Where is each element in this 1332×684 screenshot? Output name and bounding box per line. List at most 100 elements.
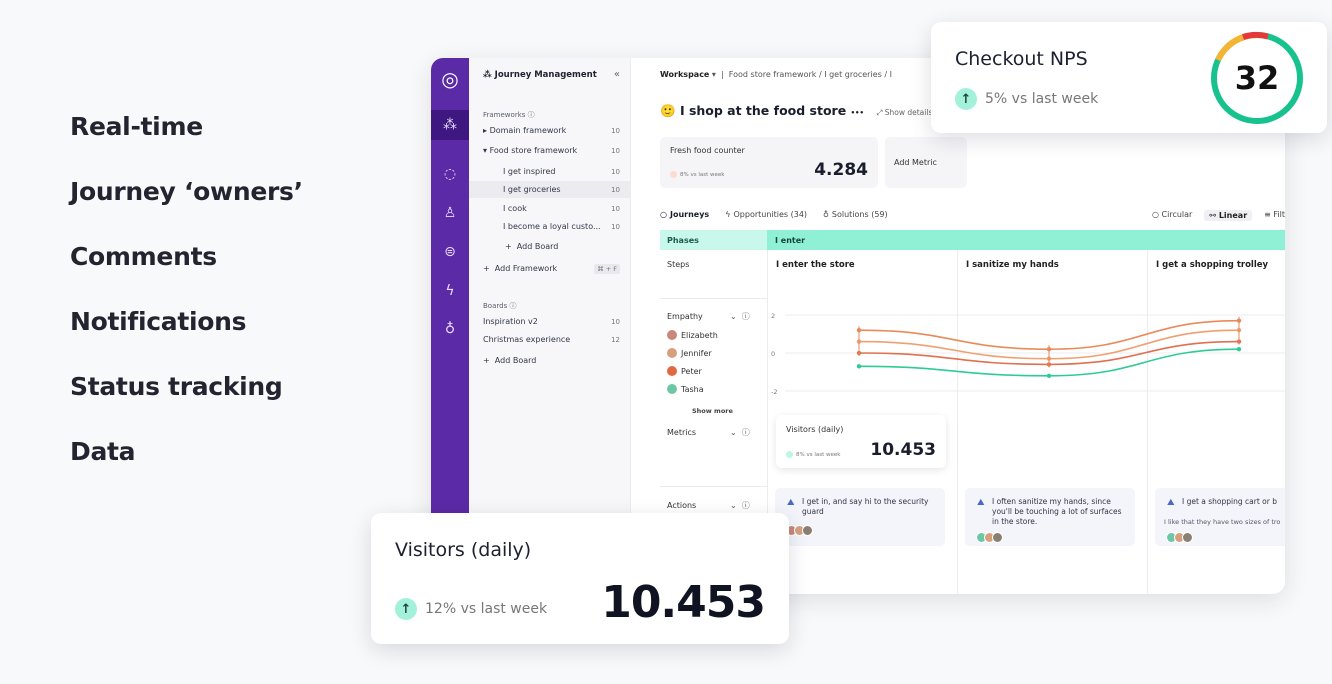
visitors-trend: ↑ 12% vs last week	[395, 598, 547, 620]
actions-label: Actions	[667, 501, 697, 510]
metric-value: 4.284	[814, 160, 868, 180]
action-card[interactable]: ⛰ I often sanitize my hands, since you'l…	[965, 488, 1135, 546]
action-card[interactable]: ⛰ I get in, and say hi to the security g…	[775, 488, 945, 546]
step-title[interactable]: I enter the store	[776, 260, 855, 270]
add-board-button[interactable]: + Add Board	[483, 356, 537, 365]
person-row[interactable]: Peter	[667, 366, 702, 376]
sidebar-item[interactable]: I cook 10	[503, 204, 620, 213]
app-window: ◎ ⁂ ◌ ♙ ⊜ ϟ ♁ ⁂ Journey Management « Fra…	[431, 58, 1285, 594]
metric-sub: 8% vs last week	[786, 451, 840, 458]
icon-rail: ◎ ⁂ ◌ ♙ ⊜ ϟ ♁	[431, 58, 469, 594]
breadcrumb-link[interactable]: I	[889, 70, 892, 79]
avatar	[667, 384, 677, 394]
sidebar-item[interactable]: Christmas experience 12	[483, 335, 620, 344]
empathy-chart: 2 0 -2	[771, 312, 1285, 396]
phase-bar: Phases I enter	[660, 230, 1285, 250]
bulb-icon[interactable]: ♁	[444, 321, 456, 337]
journeys-icon[interactable]: ⁂	[431, 110, 469, 140]
action-text: I often sanitize my hands, since you'll …	[992, 497, 1122, 526]
step-title[interactable]: I get a shopping trolley	[1156, 260, 1269, 270]
divider	[660, 486, 767, 487]
step-column: I sanitize my hands	[957, 250, 1147, 594]
actions-controls[interactable]: ⌄ ⓘ	[730, 501, 750, 510]
add-metric-button[interactable]: Add Metric	[885, 137, 967, 188]
breadcrumb-link[interactable]: Food store framework	[728, 70, 817, 79]
feature-item: Status tracking	[70, 372, 283, 401]
empathy-controls[interactable]: ⌄ ⓘ	[730, 312, 750, 321]
caret-down-icon: ▾	[483, 146, 490, 155]
y-tick-label: -2	[771, 388, 777, 396]
collapse-icon[interactable]: «	[613, 69, 620, 80]
arrow-up-icon: ↑	[955, 88, 977, 110]
view-circular[interactable]: ○ Circular	[1151, 210, 1193, 219]
avatar-group	[976, 532, 1003, 543]
tab-opportunities[interactable]: ϟ Opportunities (34)	[725, 210, 808, 219]
chevron-down-icon: ▾	[709, 70, 719, 79]
feature-item: Journey ‘owners’	[70, 177, 303, 206]
data-point	[856, 364, 862, 369]
metric-label: Visitors (daily)	[786, 425, 844, 434]
sidebar-title: ⁂ Journey Management	[483, 70, 597, 80]
avatar-group	[786, 525, 813, 536]
row-labels: Steps Empathy ⌄ ⓘ Elizabeth Jennifer Pet…	[660, 250, 767, 594]
view-linear[interactable]: ⚯ Linear	[1204, 210, 1253, 221]
sidebar-item[interactable]: ▸ Domain framework 10	[483, 126, 620, 135]
show-details-link[interactable]: ⤢ Show details	[876, 108, 933, 117]
workspace-dropdown[interactable]: Workspace	[660, 70, 710, 79]
caret-right-icon: ▸	[483, 126, 490, 135]
data-point	[1236, 347, 1242, 352]
add-framework-button[interactable]: + Add Framework ⌘ + F	[483, 260, 620, 277]
person-row[interactable]: Jennifer	[667, 348, 712, 358]
data-point	[1046, 373, 1052, 378]
breadcrumb-link[interactable]: I get groceries	[824, 70, 882, 79]
circle-icon: ○	[660, 210, 667, 219]
sidebar-item-selected[interactable]: I get groceries 10	[469, 181, 630, 198]
sidebar-item[interactable]: I get inspired 10	[503, 167, 620, 176]
checkout-nps-card[interactable]: Checkout NPS ↑ 5% vs last week 32	[931, 22, 1327, 133]
filter-button[interactable]: ≡ Filt	[1264, 210, 1285, 219]
tab-journeys[interactable]: ○ Journeys	[660, 210, 710, 219]
sidebar-item[interactable]: ▾ Food store framework 10	[483, 146, 620, 155]
feature-item: Comments	[70, 242, 217, 271]
feature-item: Real-time	[70, 112, 203, 141]
action-card[interactable]: ⛰ I get a shopping cart or b I like that…	[1155, 488, 1285, 546]
frameworks-label: Frameworks ⓘ	[483, 111, 535, 119]
nps-value: 32	[1234, 59, 1280, 97]
metric-label: Fresh food counter	[670, 146, 745, 155]
divider	[660, 298, 767, 299]
visitors-metric-card[interactable]: Visitors (daily) 10.453 8% vs last week	[776, 415, 946, 468]
metrics-label: Metrics	[667, 428, 697, 437]
bolt-icon[interactable]: ϟ	[445, 283, 455, 299]
empathy-label: Empathy	[667, 312, 703, 321]
sidebar-item[interactable]: I become a loyal custo... 10	[503, 222, 620, 231]
stack-icon[interactable]: ⊜	[444, 244, 456, 260]
feature-item: Notifications	[70, 307, 247, 336]
metrics-controls[interactable]: ⌄ ⓘ	[730, 428, 750, 437]
phase-name[interactable]: I enter	[767, 230, 1285, 250]
nps-title: Checkout NPS	[955, 48, 1088, 70]
help-icon[interactable]: ⓘ	[509, 302, 517, 310]
phases-label: Phases	[660, 230, 767, 250]
metric-value: 10.453	[870, 440, 936, 460]
emoji-icon: 🙂	[660, 103, 676, 118]
sidebar-item[interactable]: Inspiration v2 10	[483, 317, 620, 326]
circle-icon[interactable]: ◌	[443, 166, 457, 182]
nps-gauge	[1211, 31, 1303, 124]
action-subtext: I like that they have two sizes of tro	[1164, 518, 1281, 526]
add-board-button[interactable]: + Add Board	[505, 242, 559, 251]
trend-down-icon	[670, 171, 677, 178]
person-row[interactable]: Tasha	[667, 384, 704, 394]
avatar	[667, 366, 677, 376]
visitors-daily-card[interactable]: Visitors (daily) ↑ 12% vs last week 10.45…	[371, 513, 789, 644]
person-icon[interactable]: ♙	[443, 205, 457, 221]
person-row[interactable]: Elizabeth	[667, 330, 718, 340]
show-more-button[interactable]: Show more	[692, 407, 733, 415]
tab-solutions[interactable]: ♁ Solutions (59)	[823, 210, 888, 219]
breadcrumb: Workspace ▾ | Food store framework / I g…	[660, 70, 892, 79]
avatar	[667, 348, 677, 358]
metric-card[interactable]: Fresh food counter 4.284 8% vs last week	[660, 137, 878, 188]
help-icon[interactable]: ⓘ	[527, 111, 535, 119]
more-menu[interactable]: •••	[850, 109, 864, 117]
step-title[interactable]: I sanitize my hands	[966, 260, 1059, 270]
visitors-title: Visitors (daily)	[395, 539, 532, 561]
